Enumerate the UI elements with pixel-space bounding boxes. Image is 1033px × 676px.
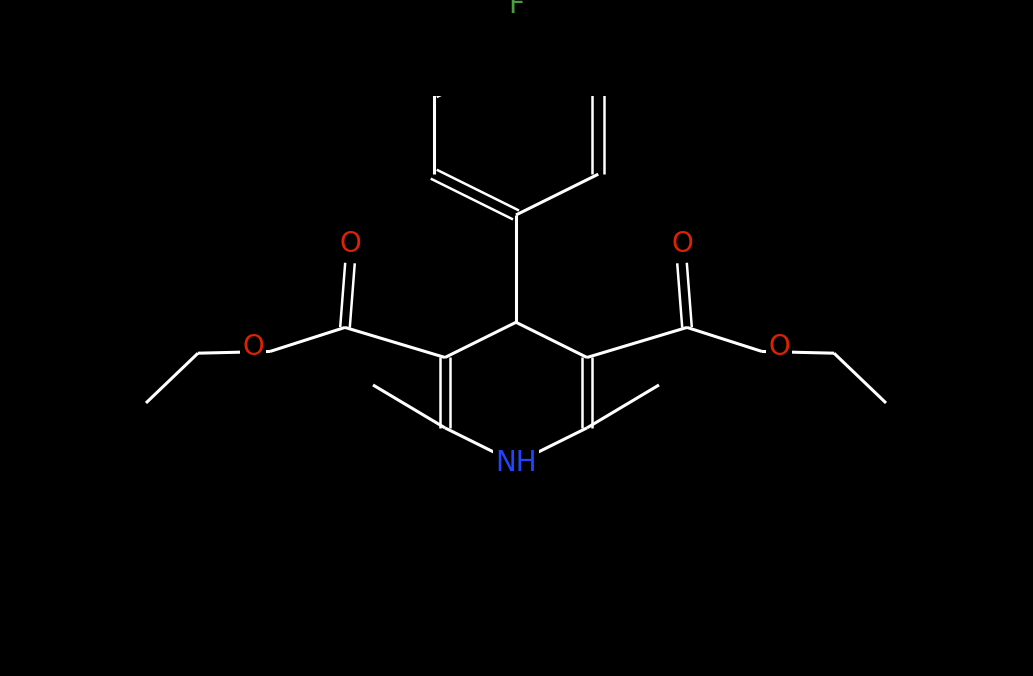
- Text: F: F: [508, 0, 524, 19]
- Text: NH: NH: [495, 449, 537, 477]
- Text: O: O: [769, 333, 790, 361]
- Text: O: O: [671, 230, 693, 258]
- Text: O: O: [339, 230, 361, 258]
- Text: O: O: [242, 333, 263, 361]
